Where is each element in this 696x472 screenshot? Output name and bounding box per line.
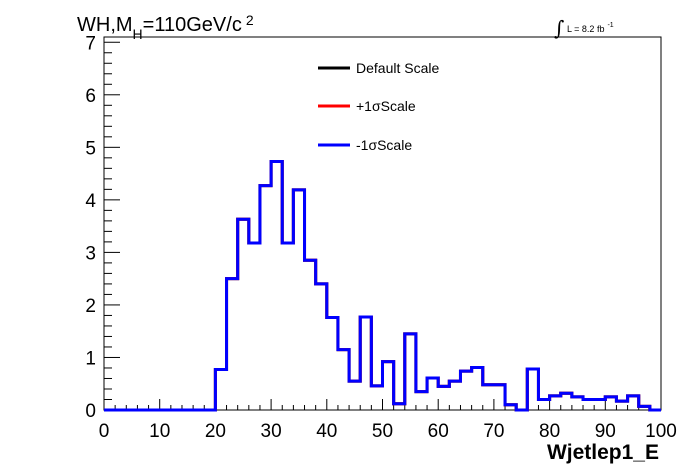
y-tick-label: 7 bbox=[85, 33, 96, 54]
x-tick-label: 40 bbox=[316, 421, 337, 442]
series-line-2 bbox=[104, 160, 661, 412]
x-tick-label: 90 bbox=[595, 421, 616, 442]
title-superscript: 2 bbox=[246, 12, 254, 28]
title-subscript: H bbox=[133, 26, 143, 42]
y-tick-label: 1 bbox=[85, 348, 96, 369]
lumi-text: L = 8.2 fb bbox=[567, 24, 604, 34]
legend: Default Scale +1σScale -1σScale bbox=[318, 60, 439, 153]
plot-frame bbox=[103, 36, 662, 411]
x-axis-title: Wjetlep1_E bbox=[547, 441, 659, 464]
chart-title: WH,MH=110GeV/c 2 bbox=[77, 12, 254, 42]
legend-label-minus1sigma: -1σScale bbox=[356, 137, 412, 153]
x-tick-label: 100 bbox=[645, 421, 677, 442]
y-tick-label: 3 bbox=[85, 243, 96, 264]
y-tick-label: 2 bbox=[85, 296, 96, 317]
x-tick-label: 10 bbox=[149, 421, 170, 442]
lumi-superscript: -1 bbox=[607, 22, 613, 29]
y-tick-label: 5 bbox=[85, 138, 96, 159]
title-rest: =110GeV/c bbox=[143, 14, 242, 36]
lumi-label: L = 8.2 fb -1 bbox=[567, 22, 614, 34]
x-tick-label: 80 bbox=[539, 421, 560, 442]
x-tick-label: 20 bbox=[205, 421, 226, 442]
lumi-integral-sign: ∫ bbox=[554, 16, 564, 40]
y-tick-label: 6 bbox=[85, 86, 96, 107]
x-tick-label: 70 bbox=[483, 421, 504, 442]
x-tick-label: 60 bbox=[428, 421, 449, 442]
series-layer bbox=[104, 160, 661, 412]
x-tick-label: 0 bbox=[99, 421, 110, 442]
x-tick-label: 30 bbox=[261, 421, 282, 442]
legend-label-default: Default Scale bbox=[356, 60, 439, 76]
y-tick-label: 4 bbox=[85, 191, 96, 212]
legend-label-plus1sigma: +1σScale bbox=[356, 98, 416, 114]
y-tick-label: 0 bbox=[85, 401, 96, 422]
title-main: WH,M bbox=[77, 14, 133, 36]
x-tick-label: 50 bbox=[372, 421, 393, 442]
axes: 0 10 20 30 40 50 60 70 80 90 100 0 1 2 3 4 5 6 7 bbox=[85, 33, 676, 442]
